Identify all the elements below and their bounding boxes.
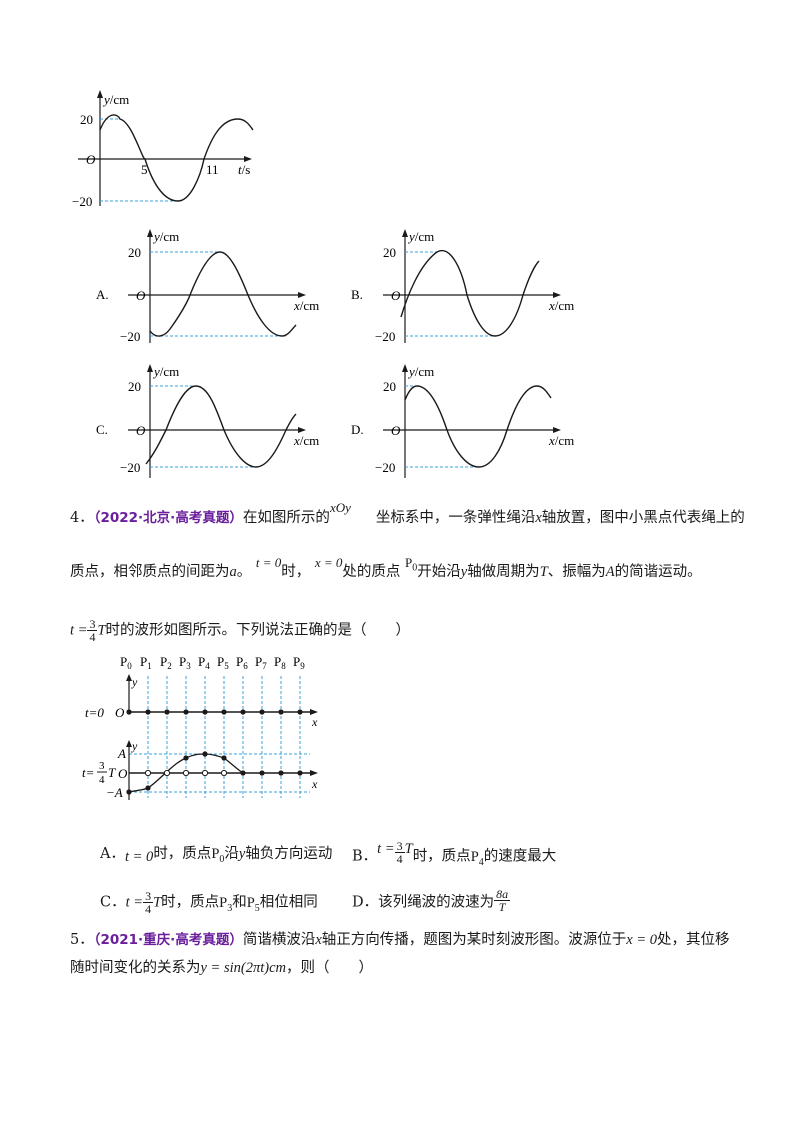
top-origin: O	[86, 152, 96, 167]
q4-line2: 质点，相邻质点的间距为a。 t = 0时， x = 0处的质点 P0开始沿y轴做…	[70, 555, 702, 580]
svg-text:T: T	[108, 765, 116, 780]
svg-text:4: 4	[99, 774, 105, 786]
svg-text:O: O	[136, 288, 146, 303]
svg-text:−20: −20	[120, 460, 140, 475]
q4-source-tag: （2022·北京·高考真题）	[93, 510, 243, 526]
option-graph-c: C. y/cm 20 O x/cm −20	[96, 363, 319, 479]
option-graph-d: D. y/cm 20 O x/cm −20	[351, 363, 574, 479]
q4-line3: t = 3 4 T时的波形如图所示。下列说法正确的是（ ）	[70, 617, 411, 644]
svg-text:y/cm: y/cm	[152, 364, 179, 379]
svg-text:C.: C.	[96, 422, 108, 437]
svg-text:−A: −A	[106, 785, 123, 800]
svg-text:20: 20	[128, 245, 141, 260]
svg-text:y/cm: y/cm	[407, 364, 434, 379]
top-y-bottom: −20	[72, 194, 92, 209]
q4-line1: 4．（2022·北京·高考真题）在如图所示的 坐标系中，一条弹性绳沿x轴放置，图中…	[70, 510, 745, 526]
svg-text:y: y	[131, 739, 138, 753]
svg-text:B.: B.	[351, 287, 363, 302]
svg-text:t=: t=	[82, 765, 94, 780]
svg-text:P2: P2	[160, 654, 172, 671]
svg-text:−20: −20	[120, 329, 140, 344]
svg-text:P7: P7	[255, 654, 267, 671]
svg-text:P5: P5	[217, 654, 229, 671]
q5-source-tag: （2021·重庆·高考真题）	[93, 932, 243, 948]
wave-figure: P0 P1 P2 P3 P4 P5 P6 P7 P8 P9 y t=0 O x …	[82, 654, 318, 800]
svg-text:A.: A.	[96, 287, 109, 302]
q4-option-b[interactable]: B．t = 3 4 T时，质点P4的速度最大	[352, 839, 557, 868]
q5-line1: 5．（2021·重庆·高考真题）简谐横波沿x轴正方向传播，题图为某时刻波形图。波…	[70, 932, 730, 948]
top-tick-5: 5	[141, 162, 148, 177]
top-tick-11: 11	[206, 162, 219, 177]
svg-text:x: x	[311, 715, 318, 729]
svg-text:x/cm: x/cm	[548, 298, 574, 313]
top-wave	[99, 114, 254, 202]
svg-text:D.: D.	[351, 422, 364, 437]
svg-text:20: 20	[383, 379, 396, 394]
option-graph-a: A. y/cm 20 O x/cm −20	[96, 228, 319, 344]
svg-text:P0: P0	[120, 654, 132, 671]
svg-text:O: O	[118, 766, 128, 781]
svg-text:O: O	[115, 705, 125, 720]
svg-text:−20: −20	[375, 329, 395, 344]
svg-text:3: 3	[99, 760, 105, 772]
svg-text:P3: P3	[179, 654, 191, 671]
top-y-top: 20	[80, 112, 93, 127]
xoy-label: xOy	[330, 500, 351, 515]
top-x-label: t/s	[238, 162, 250, 177]
option-graphs: A. y/cm 20 O x/cm −20 B. y/cm 20 O x/cm …	[96, 228, 574, 479]
svg-text:t=0: t=0	[85, 705, 104, 720]
svg-text:20: 20	[383, 245, 396, 260]
svg-text:y/cm: y/cm	[152, 229, 179, 244]
svg-text:P4: P4	[198, 654, 210, 671]
top-y-label: y/cm	[102, 92, 129, 107]
svg-text:−20: −20	[375, 460, 395, 475]
q4-option-d[interactable]: D．该列绳波的波速为 8a T	[352, 887, 511, 914]
svg-text:A: A	[117, 746, 126, 761]
svg-text:O: O	[391, 288, 401, 303]
svg-text:x: x	[311, 777, 318, 791]
svg-text:x/cm: x/cm	[548, 433, 574, 448]
svg-text:P9: P9	[293, 654, 305, 671]
svg-text:O: O	[136, 423, 146, 438]
svg-text:y: y	[131, 675, 138, 689]
svg-text:P8: P8	[274, 654, 286, 671]
q4-option-a[interactable]: A．t = 0时，质点P0沿y轴负方向运动	[100, 846, 333, 865]
option-graph-b: B. y/cm 20 O x/cm −20	[351, 228, 574, 344]
q5-line2: 随时间变化的关系为y = sin(2πt)cm，则（ ）	[70, 960, 373, 976]
svg-text:P6: P6	[236, 654, 248, 671]
q4-option-c[interactable]: C．t = 3 4 T时，质点P3和P5相位相同	[100, 889, 318, 916]
svg-text:x/cm: x/cm	[293, 433, 319, 448]
svg-text:x/cm: x/cm	[293, 298, 319, 313]
svg-text:O: O	[391, 423, 401, 438]
svg-text:y/cm: y/cm	[407, 229, 434, 244]
svg-text:P1: P1	[140, 654, 152, 671]
svg-text:20: 20	[128, 379, 141, 394]
top-graph: y/cm 20 O 5 11 t/s −20	[72, 90, 254, 209]
